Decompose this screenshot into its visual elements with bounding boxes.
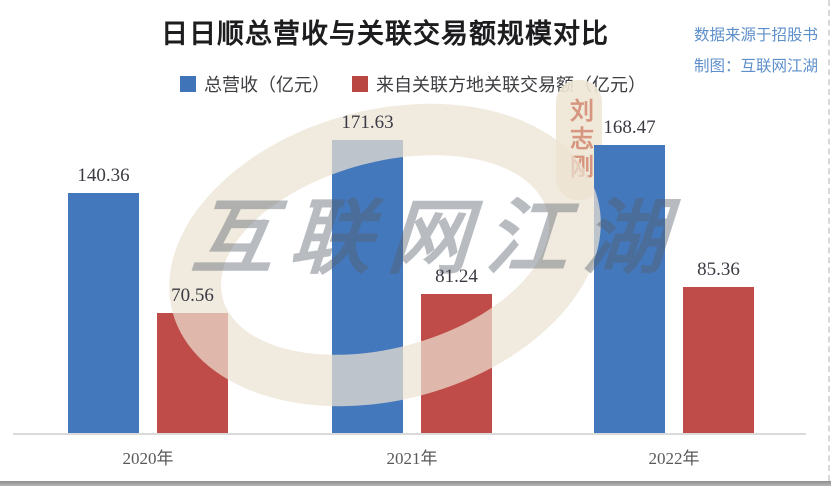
legend-label-total-revenue: 总营收（亿元） (204, 75, 330, 95)
x-axis-label: 2021年 (386, 449, 438, 468)
bar-value-label: 85.36 (697, 259, 740, 280)
bar-value-label: 81.24 (435, 266, 478, 287)
bar-total-revenue (68, 193, 139, 433)
author-credit-note: 制图：互联网江湖 (694, 58, 819, 75)
bar-value-label: 171.63 (341, 112, 394, 133)
bar-value-label: 140.36 (77, 165, 130, 186)
bar-related-transactions (157, 313, 228, 433)
bar-value-label: 70.56 (171, 285, 214, 306)
source-credit: 数据来源于招股书 制图：互联网江湖 (694, 20, 818, 82)
x-axis-label: 2022年 (648, 449, 700, 468)
x-axis-label: 2020年 (122, 449, 174, 468)
bar-related-transactions (421, 294, 492, 433)
legend-item-total-revenue: 总营收（亿元） (180, 71, 330, 97)
chart-title: 日日顺总营收与关联交易额规模对比 (161, 19, 609, 49)
data-source-note: 数据来源于招股书 (694, 27, 819, 44)
bar-total-revenue (594, 145, 665, 433)
bar-related-transactions (683, 287, 754, 433)
right-dashed-border (828, 0, 830, 481)
bottom-border (0, 481, 831, 486)
bar-value-label: 168.47 (603, 117, 656, 138)
x-axis-line (13, 433, 806, 435)
bar-total-revenue (332, 140, 403, 433)
legend-swatch-blue-icon (180, 76, 196, 92)
legend-swatch-red-icon (352, 76, 368, 92)
